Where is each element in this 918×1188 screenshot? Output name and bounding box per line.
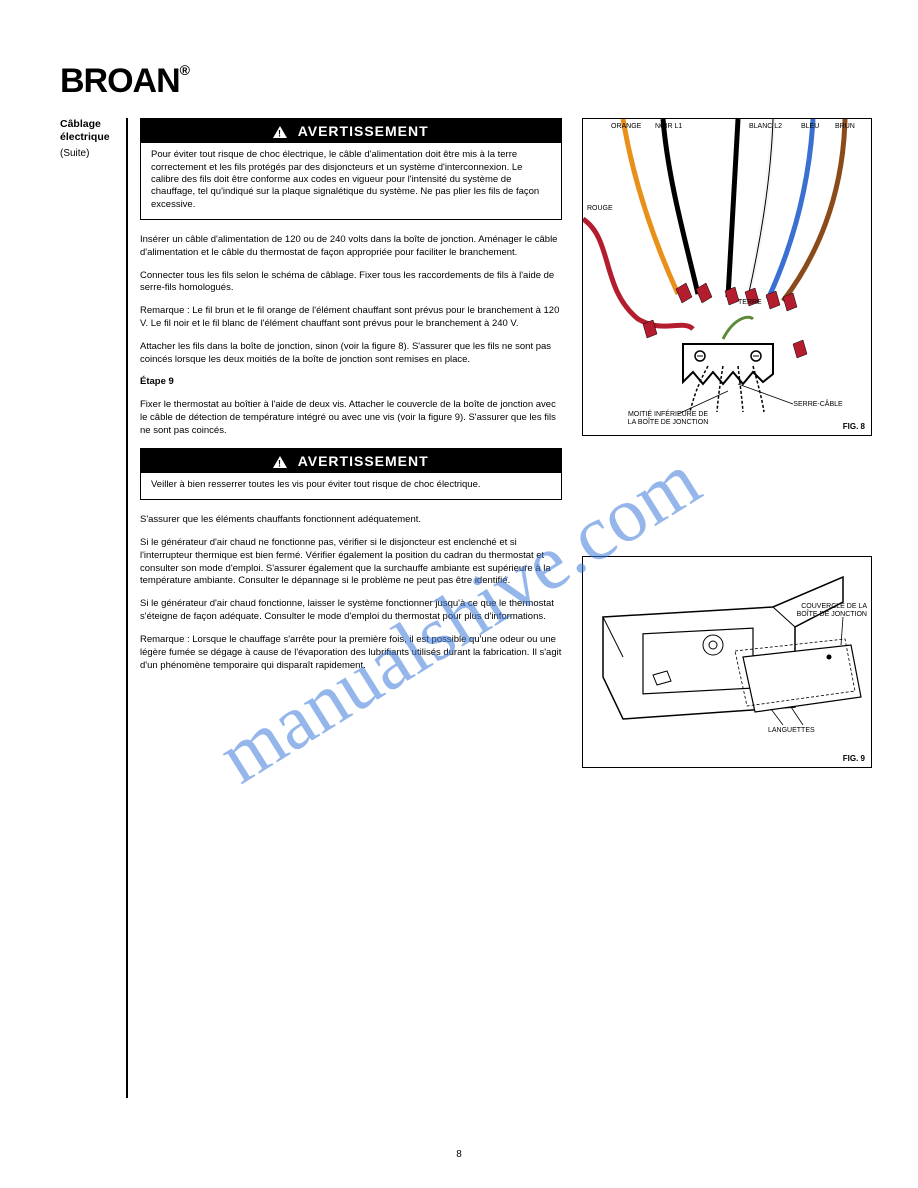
warning-title-2: AVERTISSEMENT: [298, 453, 429, 469]
para-2: Connecter tous les fils selon le schéma …: [140, 270, 562, 296]
para-8: Si le générateur d'air chaud fonctionne,…: [140, 598, 562, 624]
warning-box-1: ! AVERTISSEMENT Pour éviter tout risque …: [140, 118, 562, 220]
para-5: Fixer le thermostat au boîtier à l'aide …: [140, 399, 562, 437]
warning-para-1: Pour éviter tout risque de choc électriq…: [151, 149, 539, 209]
warning-triangle-icon: !: [273, 456, 287, 468]
figure-9-diagram: [583, 557, 871, 767]
fig8-label-bleu: BLEU: [801, 123, 819, 131]
para-6: S'assurer que les éléments chauffants fo…: [140, 514, 562, 527]
fig8-label-terre: TERRE: [738, 299, 762, 307]
page-number: 8: [0, 1149, 918, 1160]
fig9-caption: FIG. 9: [843, 754, 865, 763]
svg-text:!: !: [278, 458, 282, 468]
warning-body-1: Pour éviter tout risque de choc électriq…: [141, 143, 561, 219]
fig8-label-noir: NOIR L1: [655, 123, 682, 131]
warning-header-2: ! AVERTISSEMENT: [141, 449, 561, 473]
logo: BROAN®: [60, 62, 189, 101]
main-content: ! AVERTISSEMENT Pour éviter tout risque …: [140, 118, 562, 682]
warning-triangle-icon: !: [273, 126, 287, 138]
fig8-caption: FIG. 8: [843, 422, 865, 431]
left-sub: (Suite): [60, 148, 118, 161]
vertical-divider: [126, 118, 128, 1098]
warning-title-1: AVERTISSEMENT: [298, 123, 429, 139]
fig8-label-moitie-inf: MOITIÉ INFÉRIEURE DE LA BOÎTE DE JONCTIO…: [623, 411, 713, 426]
body-text: Insérer un câble d'alimentation de 120 o…: [140, 234, 562, 672]
fig9-label-couvercle: COUVERCLE DE LA BOÎTE DE JONCTION: [787, 603, 867, 618]
para-9: Remarque : Lorsque le chauffage s'arrête…: [140, 634, 562, 672]
fig8-label-rouge: ROUGE: [587, 205, 613, 213]
warning-header-1: ! AVERTISSEMENT: [141, 119, 561, 143]
left-heading: Câblage électrique: [60, 118, 118, 144]
figure-9: COUVERCLE DE LA BOÎTE DE JONCTION LANGUE…: [582, 556, 872, 768]
figure-8: ORANGE NOIR L1 BLANC L2 BLEU BRUN ROUGE …: [582, 118, 872, 436]
logo-text: BROAN: [60, 62, 180, 100]
para-3: Remarque : Le fil brun et le fil orange …: [140, 305, 562, 331]
fig8-label-serre-cable: SERRE-CÂBLE: [783, 401, 853, 409]
figure-8-diagram: [583, 119, 871, 435]
para-4: Attacher les fils dans la boîte de jonct…: [140, 341, 562, 367]
warning-body-2: Veiller à bien resserrer toutes les vis …: [141, 473, 561, 499]
warning-box-2: ! AVERTISSEMENT Veiller à bien resserrer…: [140, 448, 562, 501]
fig8-label-orange: ORANGE: [611, 123, 641, 131]
para-1: Insérer un câble d'alimentation de 120 o…: [140, 234, 562, 260]
fig8-label-brun: BRUN: [835, 123, 855, 131]
step-9-head: Étape 9: [140, 376, 562, 389]
fig9-label-languettes: LANGUETTES: [768, 727, 815, 735]
left-sidebar: Câblage électrique (Suite): [60, 118, 118, 161]
fig8-label-blanc: BLANC L2: [749, 123, 782, 131]
svg-text:!: !: [278, 129, 282, 139]
logo-trademark: ®: [180, 62, 189, 78]
para-7: Si le générateur d'air chaud ne fonction…: [140, 537, 562, 588]
